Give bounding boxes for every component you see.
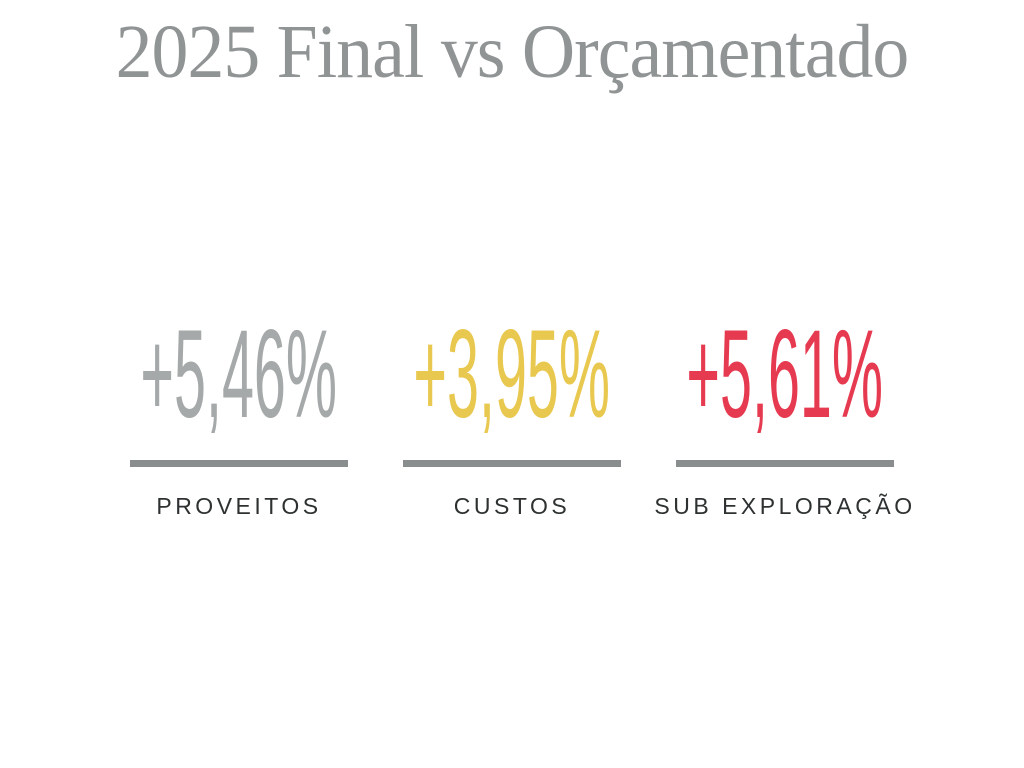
kpi-value-custos: +3,95% bbox=[413, 304, 611, 444]
kpi-proveitos: +5,46% PROVEITOS bbox=[130, 304, 348, 520]
kpi-label-proveitos: PROVEITOS bbox=[156, 493, 322, 519]
kpi-row: +5,46% PROVEITOS +3,95% CUSTOS +5,61% SU… bbox=[0, 304, 1024, 520]
kpi-sub-exploracao: +5,61% SUB EXPLORAÇÃO bbox=[654, 304, 912, 520]
kpi-value-sub-exploracao: +5,61% bbox=[686, 304, 884, 444]
kpi-divider bbox=[676, 460, 894, 467]
kpi-label-custos: CUSTOS bbox=[453, 493, 571, 519]
kpi-divider bbox=[403, 460, 621, 467]
kpi-divider bbox=[130, 460, 348, 467]
page-title: 2025 Final vs Orçamentado bbox=[115, 10, 910, 94]
kpi-label-sub-exploracao: SUB EXPLORAÇÃO bbox=[654, 493, 916, 519]
kpi-value-proveitos: +5,46% bbox=[140, 304, 338, 444]
kpi-custos: +3,95% CUSTOS bbox=[403, 304, 621, 520]
